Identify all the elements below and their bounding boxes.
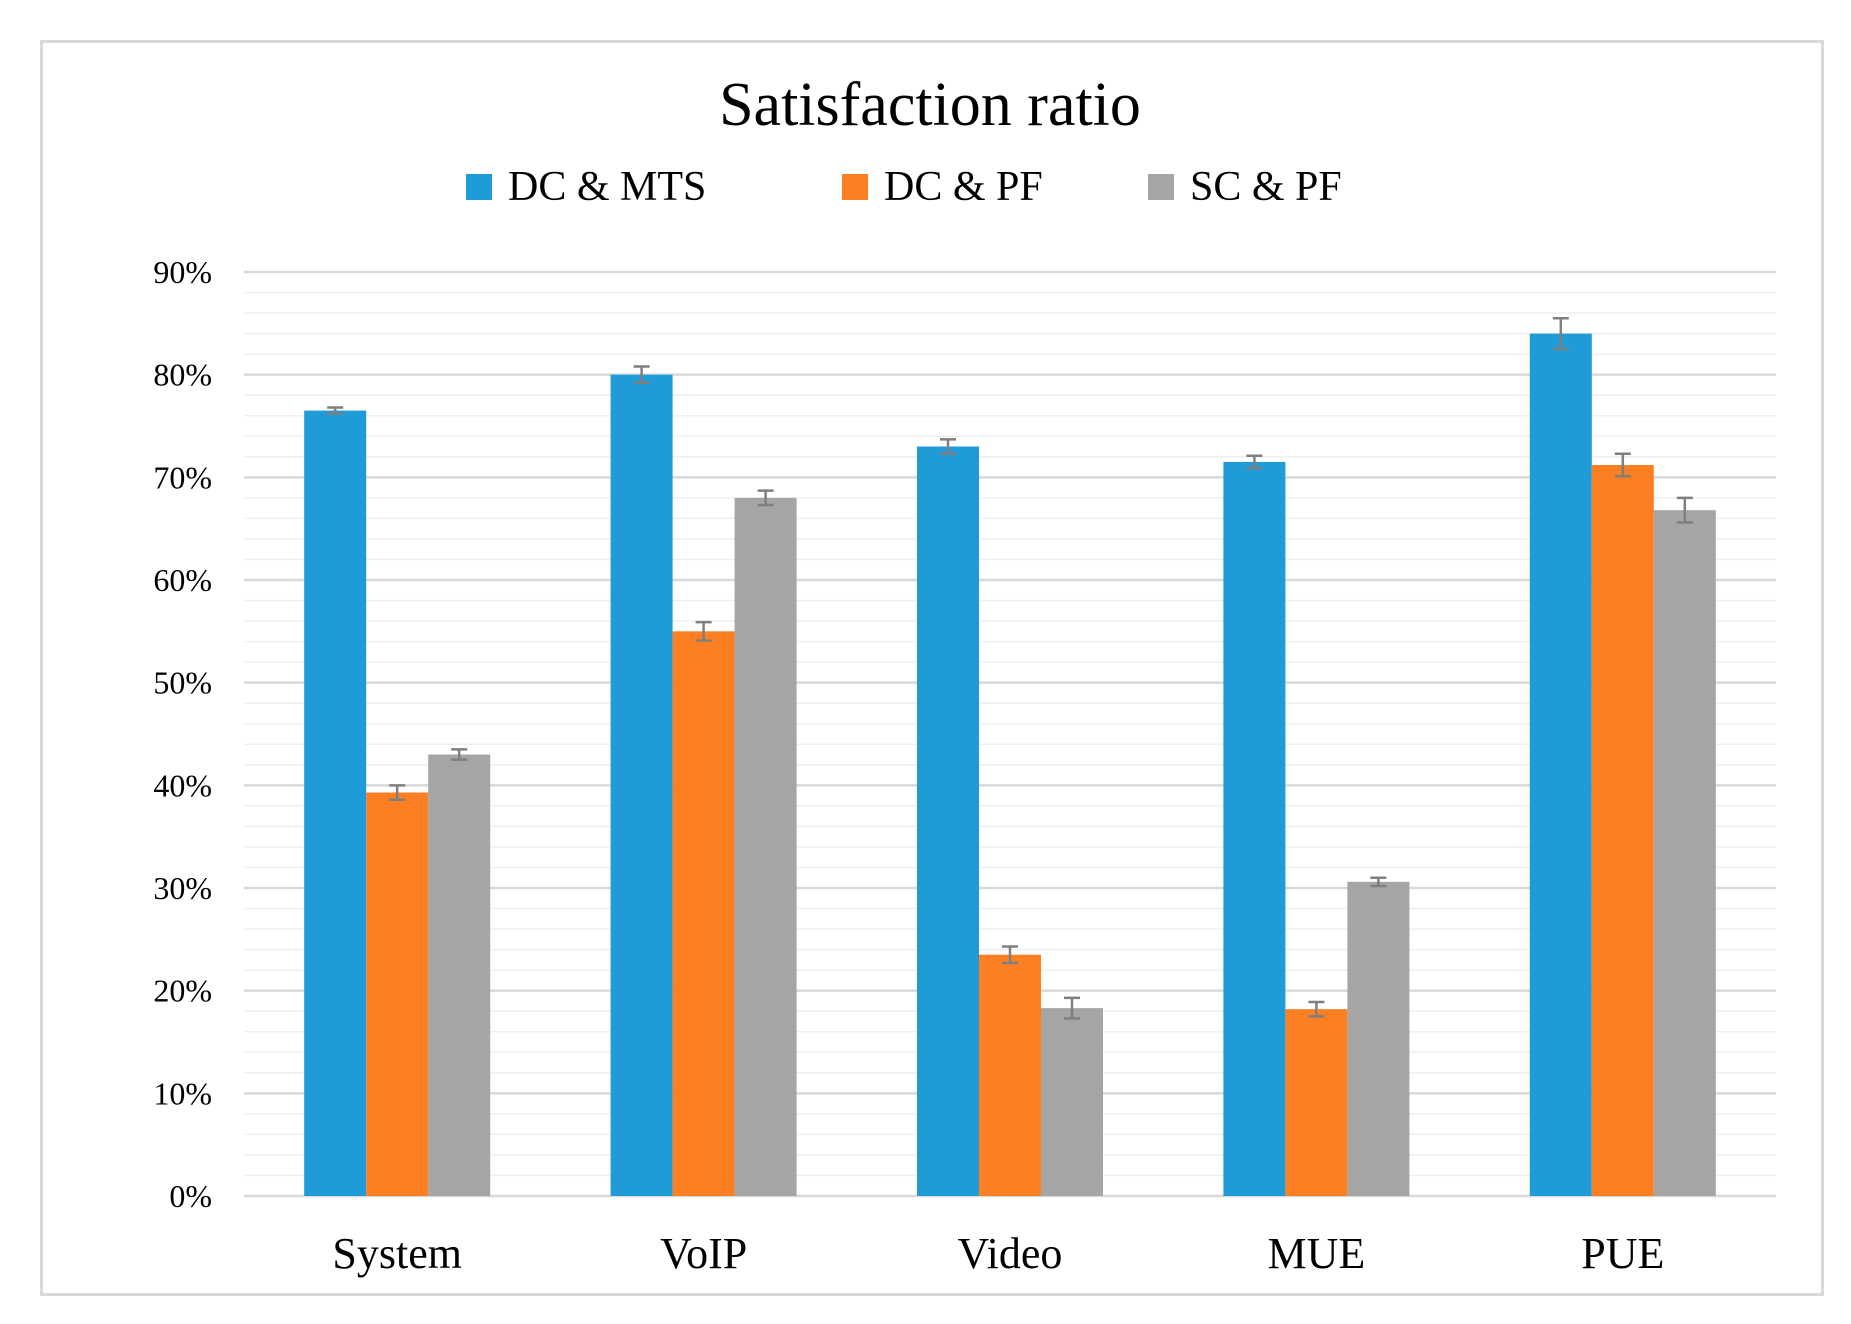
x-tick-label: VoIP [660,1229,747,1278]
chart-title: Satisfaction ratio [719,71,1141,139]
y-tick-label: 80% [153,357,212,393]
x-tick-label: Video [958,1229,1063,1278]
x-axis-tick-labels: System VoIP Video MUE PUE [332,1229,1664,1278]
bar [1041,1008,1103,1196]
y-tick-label: 50% [153,665,212,701]
legend-label: SC & PF [1190,164,1342,210]
y-tick-label: 70% [153,459,212,495]
bar [1285,1009,1348,1196]
y-tick-label: 30% [153,870,212,906]
y-tick-label: 0% [169,1178,212,1214]
legend-swatch [842,174,868,200]
y-tick-label: 40% [153,767,212,803]
y-tick-label: 10% [153,1075,212,1111]
x-tick-label: PUE [1581,1229,1664,1278]
bar [304,410,367,1197]
y-axis-tick-labels: 0% 10% 20% 30% 40% 50% 60% 70% 80% 90% [153,254,212,1214]
bar [610,374,673,1197]
bar [672,631,735,1196]
y-tick-label: 20% [153,973,212,1009]
x-tick-label: MUE [1268,1229,1366,1278]
legend: DC & MTS DC & PF SC & PF [466,164,1342,210]
bar [734,497,797,1196]
legend-swatch [466,174,492,200]
bar [366,792,429,1196]
legend-swatch [1148,174,1174,200]
bar [1347,881,1410,1196]
bars [304,333,1716,1197]
bar [428,754,491,1196]
bar [917,446,979,1196]
legend-label: DC & MTS [508,164,706,210]
legend-label: DC & PF [884,164,1043,210]
y-tick-label: 90% [153,254,212,290]
bar [1653,510,1716,1197]
bar [1223,461,1286,1196]
bar [1591,465,1654,1197]
bar [979,954,1041,1196]
error-bars [327,316,1693,1020]
bar [1529,333,1592,1197]
y-tick-label: 60% [153,562,212,598]
x-tick-label: System [332,1229,462,1278]
